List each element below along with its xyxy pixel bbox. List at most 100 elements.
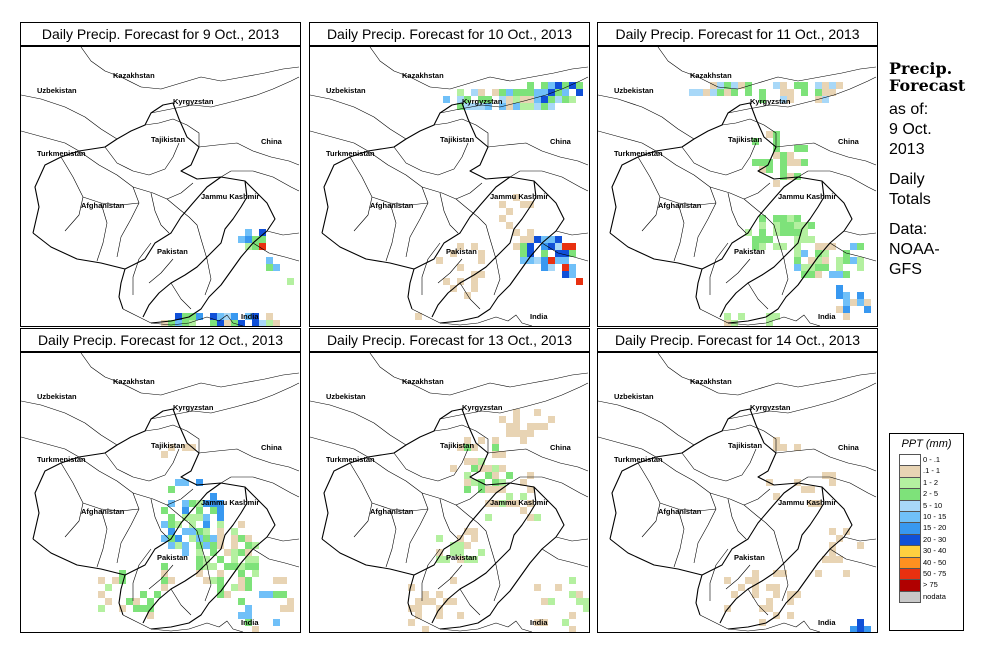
border-line (429, 66, 589, 90)
precip-cell (829, 556, 836, 563)
precip-cell (773, 180, 780, 187)
precip-cell (815, 264, 822, 271)
precip-cell (801, 486, 808, 493)
precip-cell (780, 173, 787, 180)
precip-cell (780, 215, 787, 222)
border-line (719, 486, 825, 624)
precip-cell (196, 507, 203, 514)
precip-cell (527, 89, 534, 96)
map-label-china: China (261, 137, 283, 146)
border-line (439, 76, 589, 114)
border-line (655, 456, 717, 564)
precip-cell (569, 243, 576, 250)
precip-cell (196, 535, 203, 542)
precip-cell (829, 89, 836, 96)
precip-cell (787, 152, 794, 159)
border-line (743, 198, 779, 240)
precip-cell (485, 486, 492, 493)
precip-map: Kazakhstan Uzbekistan Kyrgyzstan Tajikistan… (309, 352, 590, 633)
border-line (32, 102, 276, 324)
precip-cell (238, 320, 245, 326)
precip-cell (555, 89, 562, 96)
precip-cell (280, 605, 287, 612)
precip-cell (513, 423, 520, 430)
precip-cell (520, 437, 527, 444)
precip-cell (161, 320, 168, 326)
border-line (709, 242, 729, 295)
precip-cell (710, 82, 717, 89)
precip-cell (583, 598, 589, 605)
precip-cell (576, 591, 583, 598)
precip-cell (780, 89, 787, 96)
precip-cell (168, 542, 175, 549)
precip-cell (245, 549, 252, 556)
map-label-kyrgyzstan: Kyrgyzstan (750, 403, 791, 412)
precip-cell (724, 82, 731, 89)
precip-cell (562, 243, 569, 250)
border-line (144, 424, 200, 453)
map-canvas: Kazakhstan Uzbekistan Kyrgyzstan Tajikistan… (598, 47, 877, 326)
legend-item: 40 - 50 (890, 556, 963, 569)
border-line (695, 574, 703, 616)
precip-cell (562, 264, 569, 271)
legend-label: .1 - 1 (923, 466, 941, 476)
border-line (717, 66, 877, 90)
border-line (598, 130, 657, 152)
precip-cell (231, 528, 238, 535)
precip-cell (520, 89, 527, 96)
precip-cell (780, 152, 787, 159)
precip-cell (527, 423, 534, 430)
precip-cell (780, 166, 787, 173)
precip-cell (815, 271, 822, 278)
precip-cell (513, 243, 520, 250)
side-title: Precip. Forecast (889, 60, 983, 94)
precip-cell (794, 264, 801, 271)
precip-cell (562, 89, 569, 96)
precip-cell (520, 257, 527, 264)
precip-cell (98, 577, 105, 584)
precip-cell (548, 89, 555, 96)
border-line (609, 482, 799, 576)
precip-cell (836, 82, 843, 89)
precip-cell (464, 444, 471, 451)
precip-cell (161, 584, 168, 591)
precip-cell (513, 430, 520, 437)
precip-cell (436, 591, 443, 598)
precip-cell (787, 159, 794, 166)
precip-cell (457, 264, 464, 271)
border-line (132, 242, 152, 295)
precip-cell (569, 591, 576, 598)
precip-cell (464, 96, 471, 103)
precip-cell (175, 320, 182, 326)
precip-cell (506, 500, 513, 507)
precip-cell (541, 264, 548, 271)
precip-cell (555, 236, 562, 243)
precip-cell (175, 521, 182, 528)
border-line (775, 142, 877, 166)
precip-cell (541, 423, 548, 430)
legend-item: 30 - 40 (890, 545, 963, 558)
border-line (725, 564, 751, 590)
border-line (609, 408, 853, 630)
precip-cell (189, 535, 196, 542)
precip-cell (794, 591, 801, 598)
precip-cell (569, 271, 576, 278)
map-label-turkmenistan: Turkmenistan (37, 149, 86, 158)
precip-cell (766, 166, 773, 173)
precip-cell (119, 577, 126, 584)
precip-cell (857, 243, 864, 250)
precip-cell (168, 577, 175, 584)
legend-item: 50 - 75 (890, 567, 963, 581)
precip-cell (436, 257, 443, 264)
precip-cell (822, 89, 829, 96)
precip-cell (506, 96, 513, 103)
precip-cell (287, 605, 294, 612)
precip-cell (520, 243, 527, 250)
precip-cell (231, 313, 238, 320)
precip-cell (576, 89, 583, 96)
precip-cell (780, 570, 787, 577)
precip-cell (569, 626, 576, 632)
border-line (695, 268, 703, 310)
legend-label: 0 - .1 (923, 455, 941, 464)
map-label-afghanistan: Afghanistan (81, 201, 125, 210)
